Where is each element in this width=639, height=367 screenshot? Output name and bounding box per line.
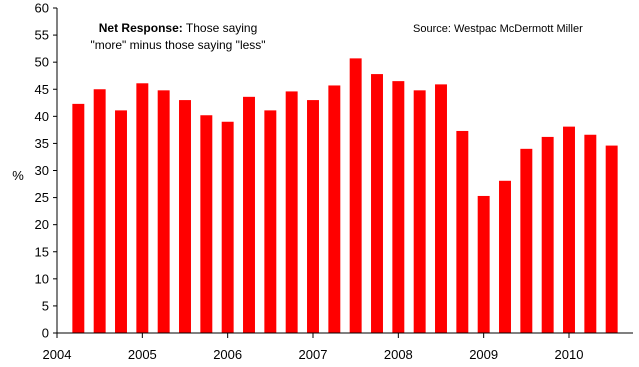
- y-tick-label: 30: [35, 163, 49, 178]
- y-axis-ticks: 0 5 10 15 20 25 30 35 40 45 50 55 60: [35, 1, 57, 341]
- bar: [285, 91, 298, 334]
- bar: [499, 180, 511, 333]
- bar: [371, 74, 383, 333]
- x-tick-label: 2008: [384, 347, 413, 362]
- bar: [328, 85, 341, 333]
- y-tick-label: 40: [35, 109, 49, 124]
- bar: [541, 136, 554, 333]
- x-tick-label: 2004: [43, 347, 72, 362]
- bar: [264, 110, 277, 333]
- annotation-line1: Those saying: [185, 21, 258, 35]
- bar: [605, 145, 618, 333]
- y-tick-label: 35: [35, 136, 49, 151]
- bar: [72, 103, 85, 333]
- bar: [307, 100, 319, 333]
- y-tick-label: 60: [35, 1, 49, 16]
- y-axis-label: %: [12, 168, 24, 183]
- bar: [115, 110, 127, 333]
- y-tick-label: 25: [35, 190, 49, 205]
- x-tick-label: 2009: [469, 347, 498, 362]
- x-tick-label: 2006: [213, 347, 242, 362]
- bar: [157, 90, 170, 333]
- annotation-bold: Net Response:: [98, 21, 183, 35]
- annotation-line2: "more" minus those saying "less": [90, 38, 266, 52]
- bar: [136, 83, 149, 334]
- y-tick-label: 0: [42, 326, 49, 341]
- y-tick-label: 45: [35, 82, 49, 97]
- bar: [349, 58, 362, 333]
- y-tick-label: 10: [35, 271, 49, 286]
- y-tick-label: 50: [35, 55, 49, 70]
- x-tick-label: 2005: [128, 347, 157, 362]
- bar: [563, 126, 575, 333]
- source-note: Source: Westpac McDermott Miller: [413, 23, 583, 35]
- y-tick-label: 5: [42, 298, 49, 313]
- bar: [435, 84, 447, 333]
- x-tick-label: 2007: [299, 347, 328, 362]
- bar: [413, 90, 426, 333]
- y-tick-label: 55: [35, 28, 49, 43]
- y-tick-label: 15: [35, 244, 49, 259]
- bar: [93, 89, 106, 333]
- chart-annotation: Net Response: Those saying "more" minus …: [72, 20, 284, 54]
- bar: [584, 134, 597, 333]
- bars-group: [72, 58, 618, 334]
- y-tick-label: 20: [35, 217, 49, 232]
- bar: [200, 115, 213, 333]
- bar: [477, 195, 490, 333]
- x-axis-ticks: 2004 2005 2006 2007 2008 2009 2010: [43, 333, 584, 362]
- bar: [221, 121, 234, 333]
- bar: [179, 100, 191, 333]
- bar: [243, 96, 255, 333]
- bar: [456, 130, 469, 333]
- bar: [520, 148, 533, 333]
- x-tick-label: 2010: [555, 347, 584, 362]
- bar: [392, 81, 405, 333]
